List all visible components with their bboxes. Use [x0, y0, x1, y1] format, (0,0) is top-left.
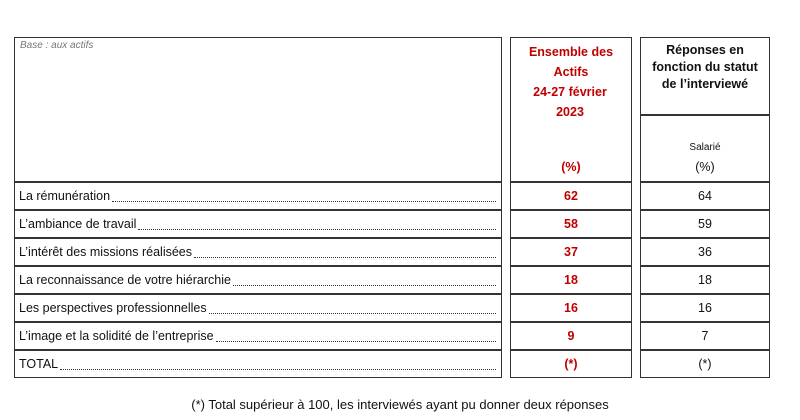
col1-date: 24-27 février 2023 — [533, 85, 607, 119]
cell — [14, 210, 502, 238]
header-cell — [640, 115, 770, 182]
dot-leader — [215, 341, 496, 342]
value-total: 9 — [567, 329, 575, 343]
col1-title: Ensemble des Actifs — [528, 45, 614, 79]
row-label: La reconnaissance de votre hiérarchie — [19, 273, 233, 287]
value-total: 62 — [564, 189, 578, 203]
cell — [640, 322, 770, 350]
value-total: 18 — [564, 273, 578, 287]
cell — [14, 322, 502, 350]
cell — [510, 238, 632, 266]
row-label: L’ambiance de travail — [19, 217, 139, 231]
cell — [640, 350, 770, 378]
cell — [640, 238, 770, 266]
dot-leader — [208, 313, 496, 314]
header-cell — [640, 37, 770, 115]
row-label: L’image et la solidité de l’entreprise — [19, 329, 216, 343]
value-salarie: 36 — [698, 245, 712, 259]
cell — [14, 238, 502, 266]
cell — [14, 182, 502, 210]
value-salarie: 16 — [698, 301, 712, 315]
value-total: 58 — [564, 217, 578, 231]
row-label: La rémunération — [19, 189, 113, 203]
cell — [510, 266, 632, 294]
cell — [510, 182, 632, 210]
cell — [510, 350, 632, 378]
cell — [640, 266, 770, 294]
value-salarie: 64 — [698, 189, 712, 203]
value-total: (*) — [564, 357, 578, 371]
row-label: L’intérêt des missions réalisées — [19, 245, 194, 259]
col1-unit: (%) — [561, 160, 581, 174]
cell — [14, 350, 502, 378]
cell — [510, 210, 632, 238]
cell — [640, 294, 770, 322]
dot-leader — [232, 285, 496, 286]
col2-sub: Salarié — [689, 142, 721, 153]
dot-leader — [60, 369, 496, 370]
value-salarie: 18 — [698, 273, 712, 287]
header-cell — [510, 37, 632, 182]
col2-unit: (%) — [695, 160, 715, 174]
col2-group: Réponses en fonction du statut de l’inte… — [652, 43, 758, 91]
value-total: 16 — [564, 301, 578, 315]
cell — [640, 210, 770, 238]
value-total: 37 — [564, 245, 578, 259]
dot-leader — [112, 201, 496, 202]
header-cell — [14, 37, 502, 182]
value-salarie: 7 — [701, 329, 709, 343]
value-salarie: 59 — [698, 217, 712, 231]
footnote: (*) Total supérieur à 100, les interview… — [191, 397, 609, 412]
dot-leader — [194, 257, 496, 258]
dot-leader — [138, 229, 496, 230]
cell — [14, 294, 502, 322]
cell — [510, 322, 632, 350]
value-salarie: (*) — [698, 357, 712, 371]
cell — [510, 294, 632, 322]
base-note: Base : aux actifs — [20, 40, 94, 51]
row-label: TOTAL — [19, 357, 61, 371]
cell — [640, 182, 770, 210]
row-label: Les perspectives professionnelles — [19, 301, 209, 315]
cell — [14, 266, 502, 294]
